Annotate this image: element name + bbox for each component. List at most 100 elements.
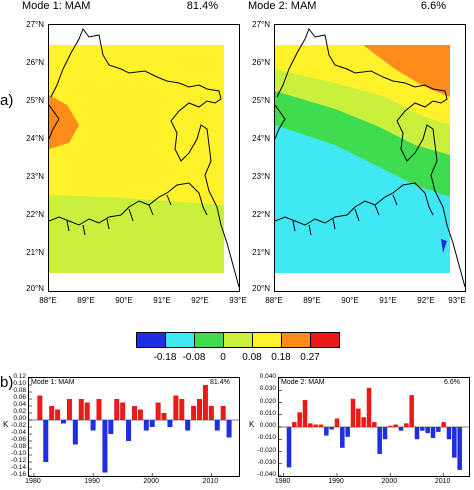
bar: [361, 417, 366, 427]
ts2-ylabel: K: [249, 420, 255, 429]
bar: [161, 413, 167, 420]
bar: [452, 427, 457, 458]
lon-label: 91°E: [153, 296, 171, 305]
colorbar-tick: 0.08: [242, 352, 262, 363]
y-tick-label: 0.06: [13, 394, 26, 401]
map1-frame: [48, 24, 240, 292]
bar: [120, 402, 126, 420]
ts2-title: Mode 2: MAM: [281, 379, 325, 386]
y-tick-label: -0.030: [257, 458, 276, 466]
ts2-plot: [279, 378, 469, 476]
y-tick-label: 0.000: [259, 422, 276, 429]
lat-label: 22°N: [26, 210, 44, 219]
y-tick-label: 0.12: [13, 373, 26, 380]
lat-label: 21°N: [252, 248, 270, 257]
bar: [220, 406, 226, 420]
y-tick-label: 0.02: [13, 408, 26, 415]
y-tick-label: 0.04: [13, 401, 26, 408]
bar: [43, 420, 49, 462]
bar: [409, 395, 414, 427]
ts1-title: Mode 1: MAM: [31, 379, 75, 386]
colorbar-tick: 0.27: [300, 352, 320, 363]
bar: [377, 427, 382, 454]
bar: [345, 427, 350, 437]
colorbar-segment: [195, 332, 224, 348]
bar: [356, 408, 361, 427]
lon-label: 90°E: [341, 296, 359, 305]
ts1-annotation: 81.4%: [210, 379, 230, 386]
colorbar-tick: -0.08: [182, 352, 206, 363]
y-tick-label: -0.02: [11, 422, 26, 429]
y-tick-label: 0.040: [259, 373, 276, 380]
y-tick-label: 0.030: [259, 385, 276, 393]
bar: [143, 420, 149, 431]
bar: [329, 427, 334, 430]
y-tick-label: -0.04: [11, 429, 26, 436]
bar: [126, 420, 132, 441]
bar: [137, 409, 143, 420]
bar: [108, 420, 114, 434]
y-tick-label: -0.10: [11, 450, 26, 457]
lat-label: 27°N: [26, 20, 44, 29]
bar: [84, 402, 90, 420]
lat-label: 26°N: [26, 58, 44, 67]
y-tick-label: 0.10: [13, 380, 26, 387]
y-tick-label: -0.06: [11, 436, 26, 443]
lon-label: 92°E: [417, 296, 435, 305]
colorbar-segment: [253, 332, 282, 348]
map2-coastline: [275, 27, 465, 288]
map2-title: Mode 2: MAM: [248, 0, 317, 12]
bar: [441, 422, 446, 427]
x-tick-label: 1980: [274, 478, 291, 485]
bar: [197, 399, 203, 420]
bar: [318, 424, 324, 427]
colorbar-tick: 0.18: [271, 352, 291, 363]
bar: [149, 420, 155, 427]
bar: [414, 427, 420, 440]
bar: [382, 427, 388, 440]
bar: [191, 406, 197, 420]
x-tick-label: 2000: [143, 478, 159, 485]
x-tick-label: 2000: [381, 478, 398, 485]
x-tick-label: 1990: [84, 478, 100, 485]
colorbar-tick: -0.18: [153, 352, 177, 363]
bar: [302, 400, 308, 427]
colorbar-segment: [136, 332, 166, 348]
colorbar-segment: [311, 332, 340, 348]
lon-label: 88°E: [265, 296, 283, 305]
lat-label: 21°N: [26, 248, 44, 257]
bar: [202, 385, 208, 420]
y-tick-label: -0.010: [257, 434, 276, 442]
y-tick-label: -0.08: [11, 443, 26, 450]
bar: [388, 425, 393, 427]
bar: [78, 399, 84, 420]
bar: [425, 427, 430, 434]
map2-variance: 6.6%: [420, 0, 446, 12]
lat-label: 20°N: [26, 284, 44, 293]
bar: [430, 427, 436, 439]
bar: [131, 406, 137, 420]
bar: [96, 399, 102, 420]
map1-title: Mode 1: MAM: [22, 0, 91, 12]
bar: [90, 420, 96, 431]
bar: [226, 420, 232, 438]
map1-coastline: [49, 27, 239, 288]
y-tick-label: 0.08: [13, 387, 26, 394]
y-tick-label: -0.16: [11, 471, 26, 478]
map2-region-strong-negative: [441, 239, 447, 253]
bar: [214, 420, 220, 431]
map1-region-high: [49, 95, 79, 149]
bar: [308, 423, 313, 427]
ts1-frame: [28, 377, 240, 477]
colorbar-segment: [282, 332, 311, 348]
bar: [37, 395, 43, 420]
bar: [313, 424, 318, 427]
bar: [404, 423, 409, 427]
bar: [350, 398, 356, 427]
bar: [372, 422, 377, 427]
lat-label: 26°N: [252, 58, 270, 67]
lat-label: 25°N: [252, 96, 270, 105]
bar: [61, 420, 67, 424]
lat-label: 24°N: [26, 134, 44, 143]
lon-label: 88°E: [39, 296, 57, 305]
